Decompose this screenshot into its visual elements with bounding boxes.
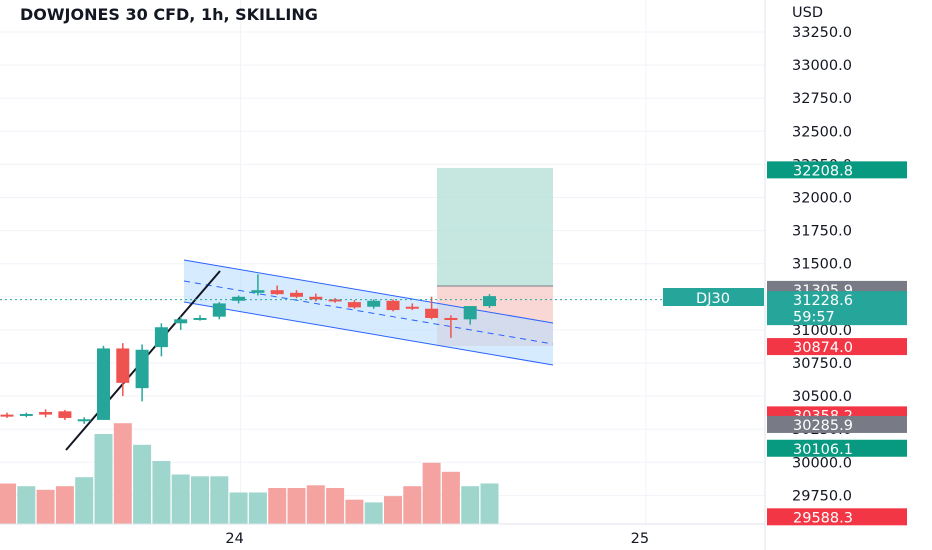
volume-bar bbox=[306, 485, 325, 524]
y-tick-label: 30500.0 bbox=[792, 389, 852, 405]
volume-bar bbox=[287, 488, 306, 524]
candle bbox=[212, 302, 226, 320]
candles bbox=[0, 274, 496, 424]
volume-bar bbox=[133, 444, 152, 524]
channel-lower-line bbox=[183, 301, 554, 366]
candle bbox=[367, 299, 381, 309]
candle bbox=[174, 316, 188, 330]
candle bbox=[135, 344, 149, 402]
profit-zone bbox=[437, 168, 553, 286]
svg-text:30874.0: 30874.0 bbox=[793, 340, 853, 356]
volume-bar bbox=[0, 483, 16, 524]
candle bbox=[386, 299, 400, 312]
price-badge: 30285.9 bbox=[767, 415, 907, 434]
volume-bar bbox=[191, 476, 209, 524]
volume-bar bbox=[36, 489, 55, 524]
candle bbox=[154, 323, 168, 357]
svg-text:32208.8: 32208.8 bbox=[793, 163, 853, 179]
volume-bar bbox=[75, 477, 94, 524]
y-tick-label: 31500.0 bbox=[792, 257, 852, 273]
candle bbox=[77, 417, 91, 424]
volume-bar bbox=[480, 483, 499, 524]
candle bbox=[116, 343, 130, 397]
candle bbox=[58, 410, 72, 420]
volume-bar bbox=[210, 476, 229, 524]
y-tick-label: 32000.0 bbox=[792, 191, 852, 207]
currency-label: USD bbox=[792, 5, 823, 21]
price-axis[interactable]: USD 33250.033000.032750.032500.032250.03… bbox=[764, 0, 852, 550]
volume-bar bbox=[441, 471, 460, 524]
volume-bar bbox=[171, 474, 190, 524]
candle bbox=[483, 294, 496, 309]
candle bbox=[425, 296, 439, 320]
candle bbox=[97, 345, 110, 420]
time-axis[interactable]: 24 25 bbox=[0, 523, 765, 547]
volume-bar bbox=[422, 462, 441, 524]
svg-text:30285.9: 30285.9 bbox=[793, 418, 853, 434]
channel-upper-line bbox=[183, 259, 554, 324]
x-tick-label: 25 bbox=[631, 531, 649, 547]
y-tick-label: 31000.0 bbox=[792, 323, 852, 339]
svg-text:31228.6: 31228.6 bbox=[793, 293, 853, 309]
candle bbox=[444, 315, 458, 338]
chart-title: DOWJONES 30 CFD, 1h, SKILLING bbox=[20, 5, 318, 24]
candle bbox=[328, 298, 342, 303]
volume-bar bbox=[248, 492, 267, 524]
volume-bar bbox=[113, 423, 132, 524]
y-tick-label: 32750.0 bbox=[792, 91, 852, 107]
y-tick-label: 33250.0 bbox=[792, 25, 852, 41]
candle bbox=[19, 412, 33, 418]
price-badge: 32208.8 bbox=[767, 161, 907, 179]
price-badge: 29588.3 bbox=[767, 508, 907, 526]
candle bbox=[193, 315, 207, 321]
volume-bar bbox=[461, 486, 480, 524]
volume-bar bbox=[326, 488, 345, 524]
volume-bar bbox=[268, 488, 287, 524]
y-tick-label: 29750.0 bbox=[792, 488, 852, 504]
volume-bar bbox=[229, 492, 248, 524]
channel-median-line bbox=[183, 280, 554, 345]
y-tick-label: 31750.0 bbox=[792, 224, 852, 240]
candle bbox=[0, 412, 14, 418]
y-tick-label: 33000.0 bbox=[792, 58, 852, 74]
volume-bar bbox=[17, 486, 36, 524]
volume-bar bbox=[384, 496, 402, 524]
symbol-badge: DJ30 bbox=[663, 288, 764, 307]
price-badge: 30874.0 bbox=[767, 338, 907, 356]
candle bbox=[405, 303, 419, 311]
svg-text:29588.3: 29588.3 bbox=[793, 510, 853, 526]
y-tick-label: 30750.0 bbox=[792, 356, 852, 372]
volume-bar bbox=[152, 461, 171, 524]
parallel-channel[interactable] bbox=[183, 259, 554, 366]
volume-bars bbox=[0, 423, 499, 524]
price-badge: 30106.1 bbox=[767, 439, 907, 458]
y-tick-label: 32500.0 bbox=[792, 124, 852, 140]
candle bbox=[270, 285, 284, 295]
volume-bar bbox=[94, 434, 113, 524]
candle bbox=[232, 295, 246, 304]
x-tick-label: 24 bbox=[225, 531, 243, 547]
price-badge: 31228.659:57 bbox=[767, 291, 907, 326]
candle bbox=[39, 409, 53, 418]
svg-text:DJ30: DJ30 bbox=[696, 291, 730, 307]
candle bbox=[290, 290, 303, 299]
y-tick-label: 30000.0 bbox=[792, 455, 852, 471]
volume-bar bbox=[364, 502, 383, 524]
countdown: 59:57 bbox=[793, 310, 835, 326]
candle bbox=[347, 300, 361, 309]
candle bbox=[251, 274, 265, 296]
volume-bar bbox=[55, 486, 74, 524]
price-badges: 32208.831305.931228.659:5730874.030358.2… bbox=[767, 161, 907, 526]
candle bbox=[463, 306, 477, 325]
svg-text:30106.1: 30106.1 bbox=[793, 442, 853, 458]
volume-bar bbox=[403, 486, 422, 524]
volume-bar bbox=[345, 499, 364, 524]
